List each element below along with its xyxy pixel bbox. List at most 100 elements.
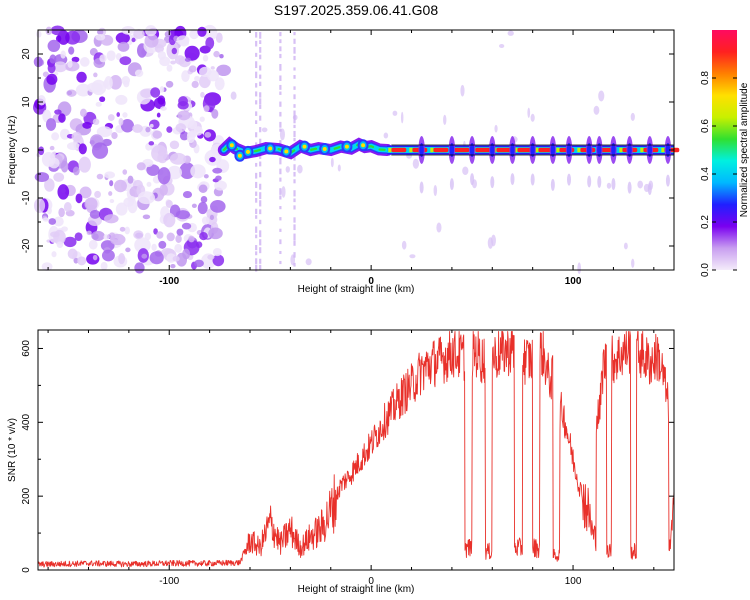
noise-blob [110, 233, 126, 246]
noise-blob [95, 101, 102, 107]
noise-blob [118, 253, 126, 265]
spectrogram-ytick-label: 0 [21, 147, 32, 153]
noise-blob [109, 199, 115, 204]
noise-streak [279, 188, 282, 195]
noise-streak [259, 153, 262, 159]
spectrogram-xtick-label: 100 [565, 276, 582, 287]
noise-blob [166, 232, 175, 242]
noise-blob [177, 100, 189, 110]
signal-blob-core [237, 153, 242, 158]
noise-blob [94, 190, 101, 199]
noise-blob [172, 255, 180, 262]
noise-blob [207, 254, 215, 260]
noise-speck [409, 254, 416, 259]
tracking-segment-edge [619, 147, 623, 153]
noise-blob [111, 131, 118, 140]
noise-blob [93, 72, 98, 78]
noise-streak [279, 84, 282, 90]
noise-streak [279, 101, 282, 107]
noise-streak [293, 47, 296, 54]
noise-speck [491, 234, 496, 247]
tracking-segment-edge [661, 147, 665, 153]
noise-blob [42, 71, 49, 78]
noise-blob [175, 123, 187, 133]
tracking-flare-ghost [490, 176, 495, 189]
noise-blob [79, 108, 87, 117]
noise-streak [255, 100, 258, 105]
noise-streak [279, 239, 282, 245]
noise-streak [259, 200, 262, 207]
noise-streak [259, 183, 262, 190]
noise-streak [259, 65, 262, 71]
noise-blob [151, 243, 157, 251]
noise-streak [255, 251, 258, 256]
noise-streak [259, 104, 262, 109]
noise-blob [159, 184, 169, 196]
noise-blob [132, 124, 143, 133]
noise-streak [293, 94, 296, 100]
noise-blob [212, 254, 225, 267]
noise-speck [631, 258, 635, 268]
tracking-flare-ghost [510, 173, 515, 186]
tracking-segment [475, 147, 491, 153]
noise-blob [174, 55, 186, 65]
noise-speck [337, 164, 341, 172]
noise-blob [66, 142, 80, 151]
noise-blob [163, 212, 176, 228]
noise-streak [279, 111, 282, 117]
spectrogram-noise-blobs [33, 24, 654, 275]
noise-blob [191, 80, 199, 89]
noise-blob [204, 131, 212, 138]
noise-blob [134, 237, 151, 253]
noise-blob [60, 160, 69, 173]
noise-blob [102, 79, 109, 89]
noise-blob [103, 234, 110, 240]
noise-blob [74, 232, 83, 241]
tracking-flare-ghost [665, 174, 670, 187]
colorbar: 0.0 0.2 0.4 0.6 0.8 Normalized spectral ampl… [700, 30, 750, 277]
noise-streak [293, 124, 296, 129]
noise-streak [293, 110, 296, 118]
noise-blob [88, 239, 98, 250]
noise-blob [200, 91, 205, 98]
signal-blob-core [322, 147, 327, 152]
noise-speck [606, 182, 612, 189]
noise-blob [165, 199, 173, 208]
noise-speck [507, 30, 514, 36]
noise-blob [167, 165, 183, 180]
noise-blob [78, 143, 87, 155]
tracking-segment-edge [388, 147, 392, 153]
noise-blob [53, 61, 68, 73]
noise-speck [261, 127, 268, 133]
noise-speck [330, 157, 334, 168]
noise-speck [305, 258, 312, 266]
noise-blob [86, 253, 100, 265]
noise-blob [34, 172, 50, 182]
noise-streak [255, 40, 258, 47]
noise-blob [199, 116, 205, 122]
noise-streak [293, 252, 296, 258]
noise-blob [58, 207, 65, 218]
noise-blob [176, 35, 190, 46]
tracking-flare-ghost [627, 181, 632, 194]
noise-blob [157, 167, 171, 185]
noise-blob [157, 95, 166, 105]
noise-speck [623, 242, 628, 250]
noise-blob [209, 214, 214, 221]
noise-speck [230, 91, 237, 100]
noise-blob [96, 126, 113, 138]
noise-streak [293, 224, 296, 231]
noise-blob [48, 218, 57, 225]
signal-blob-core [302, 144, 307, 149]
noise-blob [141, 253, 148, 259]
noise-blob [86, 82, 103, 93]
noise-blob [38, 146, 45, 156]
noise-blob [170, 60, 176, 65]
noise-streak [293, 233, 296, 241]
noise-streak [259, 54, 262, 60]
noise-streak [259, 171, 262, 178]
noise-streak [259, 47, 262, 53]
noise-blob [153, 228, 158, 235]
